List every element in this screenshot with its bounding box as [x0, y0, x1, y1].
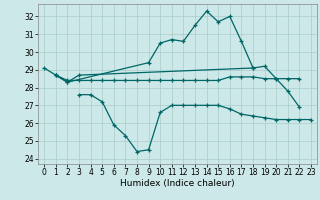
X-axis label: Humidex (Indice chaleur): Humidex (Indice chaleur)	[120, 179, 235, 188]
